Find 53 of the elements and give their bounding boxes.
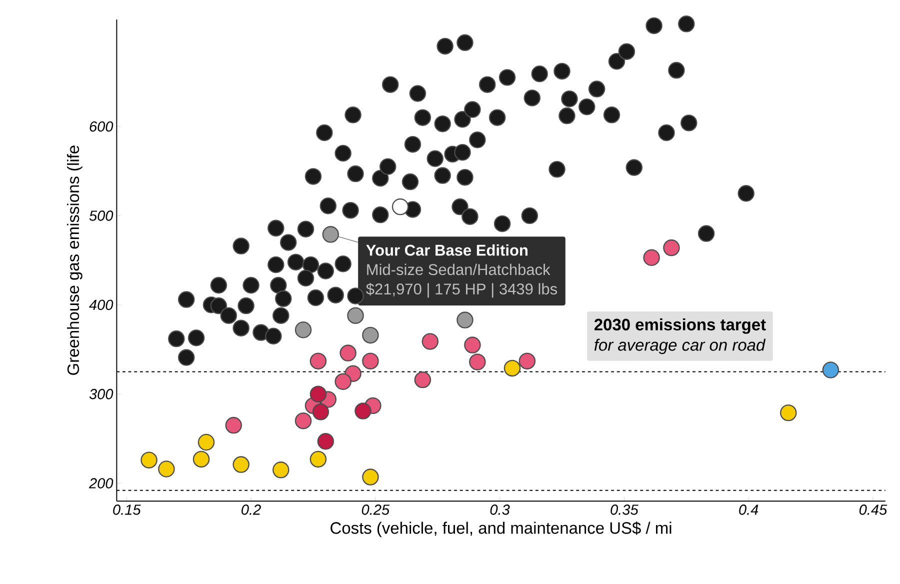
point (362, 326, 379, 344)
point (140, 452, 158, 469)
point (504, 360, 521, 377)
annotation: Mid-size Sedan/Hatchback (367, 264, 550, 276)
point (518, 352, 536, 370)
point (340, 344, 356, 362)
point (392, 198, 409, 216)
point (643, 249, 660, 266)
y-tick-label: 600 (90, 121, 114, 132)
point (312, 404, 330, 420)
point (822, 362, 840, 378)
point (322, 226, 340, 243)
point (780, 404, 797, 422)
point (469, 354, 486, 370)
point (158, 460, 175, 478)
ref-line-label: 2030 emissions target (594, 318, 766, 334)
y-tick-label: 200 (88, 478, 114, 488)
point (347, 307, 364, 324)
annotation: $21,970 | 175 HP | 3439 lbs (366, 282, 558, 298)
y-tick-label: 400 (89, 300, 114, 310)
point (192, 450, 210, 468)
point (310, 450, 327, 468)
point (334, 373, 352, 390)
point (464, 336, 481, 354)
x-tick-label: 0.2 (242, 504, 261, 515)
point (317, 433, 334, 450)
x-tick-label: 0.45 (859, 504, 888, 515)
x-axis-title: Costs (vehicle, fuel, and maintenance US$ / mi (330, 522, 672, 538)
y-axis-title: Greenhouse gas emissions (life (66, 146, 82, 375)
point (354, 402, 372, 420)
point (414, 372, 432, 388)
annotation: Your Car Base Edition (366, 244, 528, 256)
point (294, 322, 312, 338)
y-tick-label: 500 (89, 210, 114, 221)
point (198, 434, 215, 451)
point (310, 352, 327, 370)
x-tick-label: 0.3 (490, 504, 510, 515)
point (456, 312, 474, 328)
point (310, 386, 327, 403)
point (232, 456, 250, 473)
point (294, 412, 312, 430)
point (362, 468, 379, 486)
point (422, 333, 439, 350)
y-tick-label: 300 (89, 389, 114, 400)
x-tick-label: 0.15 (113, 504, 141, 515)
point (225, 417, 242, 434)
x-tick-label: 0.25 (362, 504, 390, 515)
annotation: for average car on road (594, 338, 766, 354)
x-tick-label: 0.35 (610, 504, 638, 515)
point (663, 240, 680, 256)
point (272, 462, 290, 478)
point (362, 352, 379, 370)
x-tick-label: 0.4 (739, 504, 758, 515)
